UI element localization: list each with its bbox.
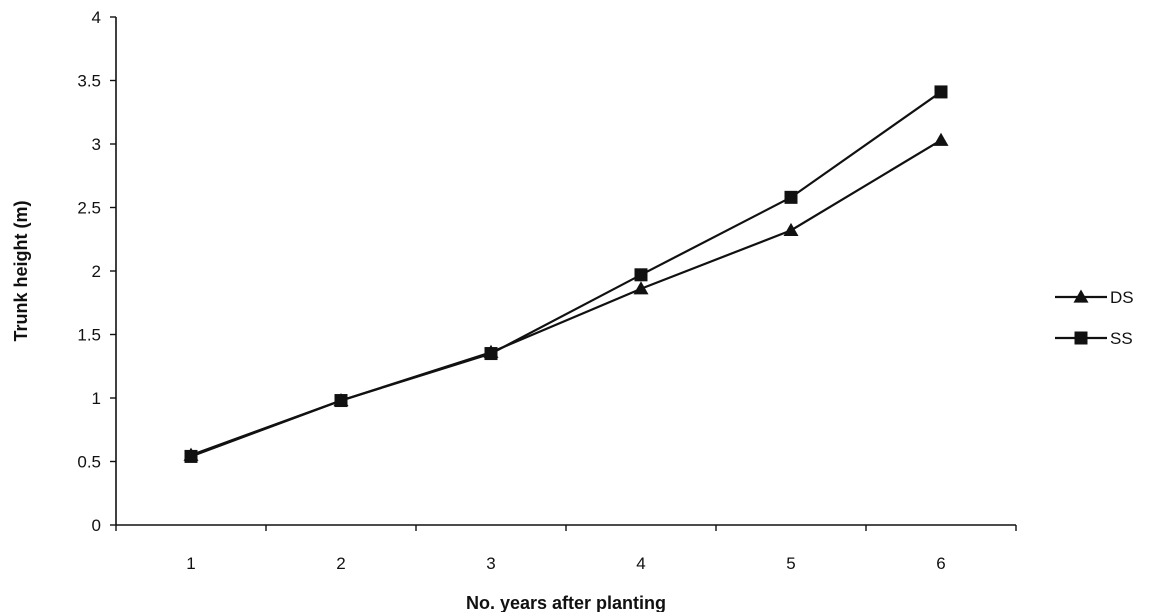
data-point-square bbox=[484, 347, 498, 361]
y-tick-label: 3.5 bbox=[77, 72, 101, 91]
data-point-square bbox=[784, 190, 798, 204]
x-tick-label: 4 bbox=[636, 554, 645, 573]
legend: DS SS bbox=[1055, 288, 1134, 348]
y-tick-label: 4 bbox=[92, 8, 101, 27]
y-axis-ticks: 0 0.5 1 1.5 2 2.5 3 3.5 4 bbox=[77, 8, 116, 535]
x-tick-label: 6 bbox=[936, 554, 945, 573]
plot-area: 0 0.5 1 1.5 2 2.5 3 3.5 4 1 2 3 4 5 6 bbox=[77, 8, 1017, 573]
series-ss bbox=[184, 85, 948, 463]
data-point-triangle bbox=[783, 222, 799, 236]
legend-label: SS bbox=[1110, 329, 1133, 348]
legend-item-ds: DS bbox=[1055, 288, 1134, 307]
data-point-square bbox=[934, 85, 948, 99]
x-tick-label: 3 bbox=[486, 554, 495, 573]
series-ds bbox=[183, 132, 949, 461]
y-axis-title: Trunk height (m) bbox=[11, 201, 31, 342]
y-tick-label: 1 bbox=[92, 389, 101, 408]
legend-marker-square bbox=[1074, 331, 1088, 345]
x-tick-label: 5 bbox=[786, 554, 795, 573]
y-tick-label: 0.5 bbox=[77, 453, 101, 472]
legend-marker-triangle bbox=[1073, 289, 1089, 303]
y-tick-label: 2.5 bbox=[77, 199, 101, 218]
y-tick-label: 0 bbox=[92, 516, 101, 535]
y-tick-label: 3 bbox=[92, 135, 101, 154]
data-point-square bbox=[334, 394, 348, 408]
data-point-triangle bbox=[933, 132, 949, 146]
x-tick-label: 1 bbox=[186, 554, 195, 573]
series-line bbox=[190, 91, 942, 458]
x-tick-label: 2 bbox=[336, 554, 345, 573]
y-tick-label: 2 bbox=[92, 262, 101, 281]
series-line bbox=[190, 139, 942, 457]
legend-item-ss: SS bbox=[1055, 329, 1133, 348]
legend-label: DS bbox=[1110, 288, 1134, 307]
y-tick-label: 1.5 bbox=[77, 326, 101, 345]
data-point-square bbox=[634, 268, 648, 282]
x-axis-ticks: 1 2 3 4 5 6 bbox=[115, 525, 1017, 573]
x-axis-title: No. years after planting bbox=[466, 593, 666, 612]
data-point-triangle bbox=[633, 281, 649, 295]
series-layer bbox=[183, 85, 949, 463]
data-point-square bbox=[184, 449, 198, 463]
